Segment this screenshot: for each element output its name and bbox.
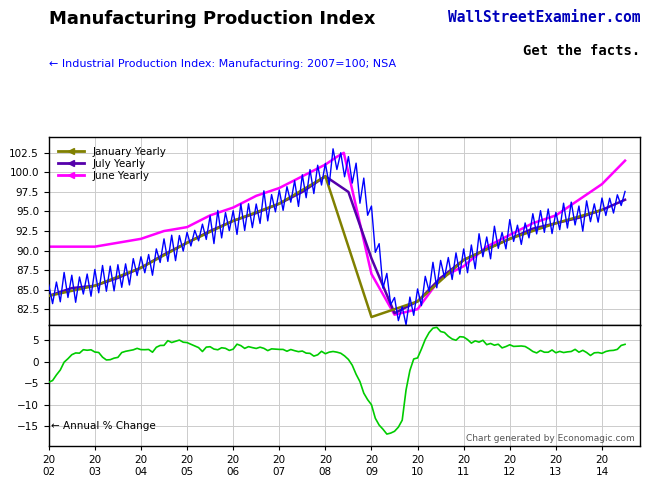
Text: ← Annual % Change: ← Annual % Change	[51, 421, 156, 431]
Text: Chart generated by Economagic.com: Chart generated by Economagic.com	[465, 435, 634, 443]
Text: WallStreetExaminer.com: WallStreetExaminer.com	[448, 10, 640, 25]
Text: Manufacturing Production Index: Manufacturing Production Index	[49, 10, 375, 28]
Text: Get the facts.: Get the facts.	[523, 44, 640, 58]
Legend: January Yearly, July Yearly, June Yearly: January Yearly, July Yearly, June Yearly	[54, 143, 170, 185]
Text: ← Industrial Production Index: Manufacturing: 2007=100; NSA: ← Industrial Production Index: Manufactu…	[49, 59, 396, 69]
